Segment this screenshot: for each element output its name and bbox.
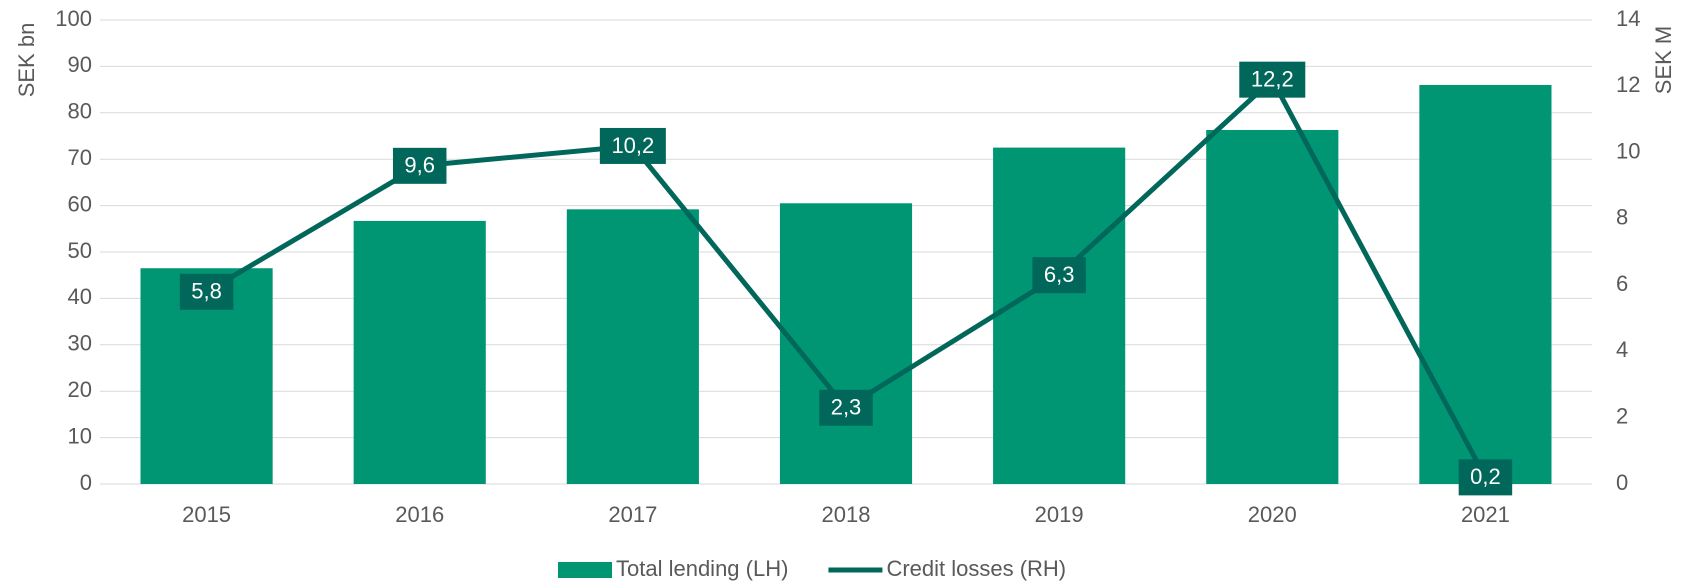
- data-label-box: [1458, 459, 1513, 496]
- data-label: 2,3: [831, 395, 862, 420]
- y2-tick-label: 10: [1616, 138, 1640, 163]
- bar: [353, 220, 486, 485]
- y-tick-label: 80: [68, 99, 92, 124]
- x-tick-label: 2021: [1461, 502, 1510, 527]
- y2-tick-label: 0: [1616, 470, 1628, 495]
- data-label-box: [599, 127, 666, 164]
- y2-tick-label: 6: [1616, 271, 1628, 296]
- legend-label: Total lending (LH): [616, 556, 788, 581]
- bar: [993, 147, 1126, 484]
- y-tick-label: 100: [55, 6, 92, 31]
- bar: [779, 203, 913, 484]
- data-label-box: [819, 389, 873, 426]
- y2-tick-label: 14: [1616, 6, 1640, 31]
- legend-swatch: [558, 562, 612, 578]
- data-label-box: [392, 147, 447, 184]
- data-label: 0,2: [1470, 464, 1501, 489]
- x-tick-label: 2018: [822, 502, 871, 527]
- y2-tick-label: 8: [1616, 205, 1628, 230]
- y-axis-label: SEK bn: [14, 23, 39, 98]
- y-tick-label: 60: [68, 191, 92, 216]
- bar: [1206, 129, 1339, 484]
- data-label-box: [1239, 61, 1306, 98]
- data-label: 9,6: [404, 153, 435, 178]
- y2-tick-label: 4: [1616, 337, 1628, 362]
- x-tick-label: 2020: [1248, 502, 1297, 527]
- y-tick-label: 0: [80, 470, 92, 495]
- bar: [566, 209, 699, 484]
- legend-label: Credit losses (RH): [886, 556, 1066, 581]
- y-tick-label: 50: [68, 238, 92, 263]
- data-label-box: [179, 273, 234, 310]
- data-label: 5,8: [191, 279, 222, 304]
- y-tick-label: 30: [68, 331, 92, 356]
- y2-axis-label: SEK M: [1651, 26, 1676, 94]
- y-tick-label: 20: [68, 377, 92, 402]
- bar: [1419, 84, 1552, 485]
- y-tick-label: 10: [68, 423, 92, 448]
- y-tick-label: 40: [68, 284, 92, 309]
- y-tick-label: 70: [68, 145, 92, 170]
- y-tick-label: 90: [68, 52, 92, 77]
- x-tick-label: 2017: [608, 502, 657, 527]
- data-label: 10,2: [611, 133, 654, 158]
- data-label: 12,2: [1251, 66, 1294, 91]
- y2-tick-label: 12: [1616, 72, 1640, 97]
- data-label: 6,3: [1044, 262, 1075, 287]
- x-tick-label: 2019: [1035, 502, 1084, 527]
- x-tick-label: 2015: [182, 502, 231, 527]
- x-tick-label: 2016: [395, 502, 444, 527]
- data-label-box: [1032, 257, 1086, 294]
- y2-tick-label: 2: [1616, 404, 1628, 429]
